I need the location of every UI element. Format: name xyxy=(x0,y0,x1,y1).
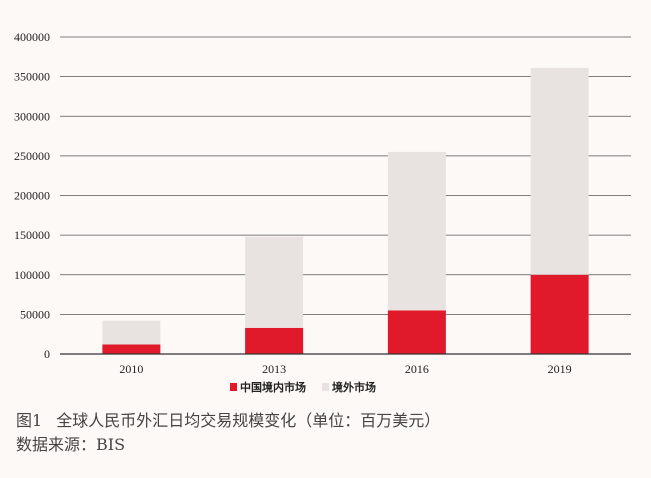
y-tick-label: 100000 xyxy=(14,268,50,282)
y-tick-label: 200000 xyxy=(14,189,50,203)
bar-segment xyxy=(245,236,304,328)
legend-label: 中国境内市场 xyxy=(240,380,306,394)
x-tick-label: 2016 xyxy=(405,362,429,376)
bar-segment xyxy=(530,274,589,354)
y-tick-label: 250000 xyxy=(14,149,50,163)
chart-canvas: 0 50000 100000 150000 200000 250000 300000 3500… xyxy=(14,30,631,394)
legend-swatch xyxy=(230,383,237,391)
y-tick-label: 150000 xyxy=(14,228,50,242)
bar-segment xyxy=(387,310,446,354)
y-tick-label: 400000 xyxy=(14,30,50,44)
x-tick-label: 2019 xyxy=(548,362,572,376)
legend-label: 境外市场 xyxy=(332,380,376,394)
bar-segment xyxy=(102,344,161,354)
y-tick-label: 350000 xyxy=(14,70,50,84)
y-tick-label: 300000 xyxy=(14,109,50,123)
bar-segment xyxy=(530,67,589,275)
figure-source: 数据来源：BIS xyxy=(16,435,126,454)
bar-segment xyxy=(387,151,446,311)
figure-title: 全球人民币外汇日均交易规模变化（单位：百万美元） xyxy=(56,411,441,430)
figure-number: 图1 xyxy=(16,411,43,430)
x-tick-label: 2013 xyxy=(262,362,286,376)
legend-swatch xyxy=(322,383,329,391)
figure-caption: 图1 全球人民币外汇日均交易规模变化（单位：百万美元） 数据来源：BIS xyxy=(16,409,440,457)
bar-segment xyxy=(102,320,161,345)
y-tick-label: 0 xyxy=(44,347,50,361)
x-tick-label: 2010 xyxy=(119,362,143,376)
bar-segment xyxy=(245,327,304,354)
y-tick-label: 50000 xyxy=(20,307,50,321)
